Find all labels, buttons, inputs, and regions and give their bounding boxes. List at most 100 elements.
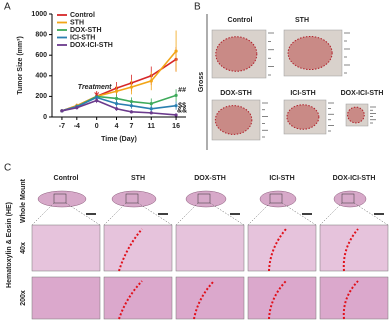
micrograph	[103, 224, 173, 272]
zoom-lines	[103, 202, 173, 226]
micrograph	[175, 276, 245, 320]
micrograph	[247, 276, 317, 320]
y-tick-label: 1000	[31, 11, 47, 18]
tumor	[286, 104, 320, 130]
x-tick-label: 0	[95, 123, 99, 130]
y-tick-label: 200	[35, 93, 47, 100]
x-tick-label: -7	[59, 123, 65, 130]
point	[129, 110, 134, 114]
point	[149, 102, 153, 106]
point	[149, 107, 153, 111]
legend-label: Control	[70, 12, 95, 19]
gross-panel: Gross Control STH DOX-STH ICI-STH DOX-ICI-ST…	[198, 14, 384, 150]
legend-label: ICI-STH	[70, 34, 95, 41]
x-tick-label: -4	[74, 123, 80, 130]
micrograph	[319, 276, 389, 320]
row-label: Whole Mount	[20, 178, 27, 223]
panel-label: B	[194, 2, 201, 13]
column-label: DOX-STH	[194, 175, 226, 182]
zoom-lines	[247, 202, 317, 226]
y-tick-label: 400	[35, 73, 47, 80]
whole-mount	[111, 190, 157, 208]
sample-label: DOX-STH	[220, 90, 252, 97]
column-label: Control	[54, 175, 79, 182]
micrograph	[31, 224, 101, 272]
y-tick-label: 600	[35, 52, 47, 59]
point	[129, 99, 134, 104]
column-label: ICI-STH	[269, 175, 294, 182]
point	[60, 109, 64, 113]
point	[95, 95, 99, 100]
boundary	[342, 228, 359, 272]
point	[149, 111, 153, 115]
boundary	[118, 228, 143, 272]
point	[129, 104, 134, 108]
whole-mount	[259, 190, 297, 208]
sample-label: Control	[228, 17, 253, 24]
roi-box	[125, 193, 139, 204]
point	[174, 49, 178, 53]
whole-mount	[185, 190, 227, 208]
x-tick-label: 16	[172, 123, 180, 130]
column-label: DOX-ICI-STH	[333, 175, 376, 182]
micrograph	[247, 224, 317, 272]
arrow	[94, 91, 100, 97]
y-tick-label: 800	[35, 31, 47, 38]
column-label: STH	[131, 175, 145, 182]
x-tick-label: 4	[115, 123, 119, 130]
micrograph	[31, 276, 101, 320]
micrograph	[319, 224, 389, 272]
point	[174, 104, 178, 108]
histology-panel: Hematoxylin & Eosin (HE) Whole Mount 40x 2…	[6, 175, 389, 320]
boundary	[268, 280, 287, 320]
roi-box	[269, 193, 283, 204]
point	[114, 89, 119, 93]
y-tick-label: 0	[43, 114, 47, 121]
panel-label: C	[4, 163, 11, 174]
x-axis-title: Time (Day)	[101, 136, 137, 143]
whole-mount	[37, 190, 87, 208]
side-label: Hematoxylin & Eosin (HE)	[6, 202, 13, 288]
side-label: Gross	[198, 72, 205, 92]
point	[174, 113, 178, 117]
micrograph	[175, 224, 245, 272]
row-label: 40x	[20, 242, 27, 254]
point	[174, 93, 178, 97]
sample-label: STH	[295, 17, 309, 24]
tumor	[287, 35, 333, 71]
boundary	[118, 280, 143, 320]
zoom-lines	[175, 202, 245, 226]
point	[114, 96, 119, 101]
roi-box	[197, 193, 211, 204]
zoom-lines	[319, 202, 389, 226]
boundary	[342, 280, 359, 320]
chart: 0 200 400 600 800 1000 -7 -4 0 4 7 11 16 Time (Day) Tu…	[17, 11, 187, 143]
roi-box	[341, 193, 355, 204]
y-axis-title: Tumor Size (mm³)	[17, 36, 24, 95]
point	[75, 106, 79, 110]
row-label: 200x	[20, 290, 27, 306]
point	[95, 98, 99, 103]
point	[129, 85, 134, 89]
tumor	[215, 36, 258, 72]
sample-label: DOX-ICI-STH	[341, 90, 384, 97]
legend-label: DOX-STH	[70, 27, 102, 34]
tumor	[214, 105, 253, 135]
annotation: &&	[177, 108, 187, 115]
annotation: $$	[178, 103, 186, 110]
legend-label: STH	[70, 19, 84, 26]
whole-mount	[333, 190, 367, 208]
point	[114, 102, 119, 106]
point	[149, 79, 153, 83]
annotation: Treatment	[78, 84, 112, 91]
boundary	[193, 280, 215, 320]
micrograph	[103, 276, 173, 320]
point	[114, 107, 119, 111]
sample-label: ICI-STH	[290, 90, 315, 97]
legend-label: DOX-ICI-STH	[70, 42, 113, 49]
x-tick-label: 7	[129, 123, 133, 130]
zoom-lines	[31, 202, 101, 226]
roi-box	[53, 193, 67, 204]
x-tick-label: 11	[148, 123, 156, 130]
